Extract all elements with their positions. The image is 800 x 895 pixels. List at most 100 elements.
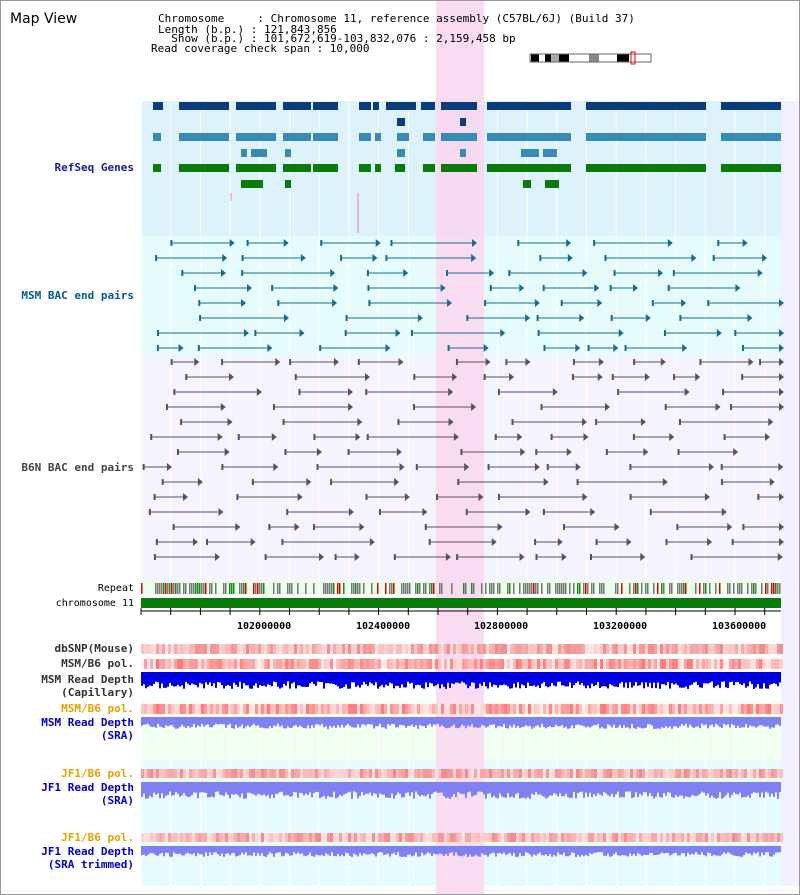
repeat-mark <box>287 583 289 594</box>
depth-bar <box>565 672 567 687</box>
depth-bar <box>347 717 349 724</box>
depth-bar <box>415 782 417 792</box>
depth-bar <box>457 846 459 856</box>
track-label-jf1-b6-pol[interactable]: JF1/B6 pol. <box>61 767 134 780</box>
track-label-jf1-b6-pol-2[interactable]: JF1/B6 pol. <box>61 831 134 844</box>
heat-cell <box>654 833 657 842</box>
depth-bar <box>423 782 425 796</box>
heat-cell <box>477 644 480 654</box>
depth-bar <box>641 846 643 856</box>
heat-cell <box>444 644 447 654</box>
depth-bar <box>343 782 345 795</box>
heat-cell <box>237 704 240 714</box>
depth-bar <box>673 717 675 727</box>
depth-bar <box>421 846 423 853</box>
repeat-mark <box>499 583 501 594</box>
track-label-msm-b6-pol-2[interactable]: MSM/B6 pol. <box>61 702 134 715</box>
heat-cell <box>354 833 357 842</box>
track-label-msm-b6-pol[interactable]: MSM/B6 pol. <box>61 657 134 670</box>
depth-bar <box>221 672 223 686</box>
depth-bar <box>467 846 469 857</box>
heat-cell <box>213 644 216 654</box>
heat-cell <box>396 704 399 714</box>
heat-cell <box>342 704 345 714</box>
heat-cell <box>339 704 342 714</box>
repeat-mark <box>425 583 427 594</box>
track-label-b6n-bac[interactable]: B6N BAC end pairs <box>21 461 134 474</box>
track-label-msm-depth-sra[interactable]: MSM Read Depth <box>41 716 134 729</box>
repeat-mark <box>561 583 563 594</box>
heat-cell <box>693 833 696 842</box>
depth-bar <box>309 717 311 729</box>
depth-bar <box>527 672 529 683</box>
depth-bar <box>345 717 347 726</box>
heat-cell <box>504 644 507 654</box>
depth-bar <box>731 846 733 855</box>
depth-bar <box>367 672 369 686</box>
heat-cell <box>762 644 765 654</box>
msm-bac-pair-end <box>466 315 469 321</box>
track-label-msm-bac[interactable]: MSM BAC end pairs <box>21 289 134 302</box>
depth-bar <box>297 672 299 686</box>
heat-cell <box>360 833 363 842</box>
track-label-msm-depth-cap[interactable]: MSM Read Depth <box>41 673 134 686</box>
heat-cell <box>327 659 330 669</box>
depth-bar <box>305 672 307 687</box>
b6n-bac-pair-arrow <box>452 373 458 381</box>
repeat-mark <box>291 583 293 594</box>
depth-bar <box>465 717 467 729</box>
repeat-mark <box>419 583 421 594</box>
depth-bar <box>433 672 435 687</box>
b6n-bac-pair-end <box>757 494 760 500</box>
heat-cell <box>237 833 240 842</box>
b6n-bac-pair-arrow <box>626 538 632 546</box>
depth-bar <box>221 717 223 725</box>
depth-bar <box>181 846 183 856</box>
heat-cell <box>156 659 159 669</box>
msm-bac-pair-end <box>367 285 370 291</box>
depth-bar <box>171 717 173 726</box>
depth-bar <box>369 672 371 683</box>
heat-cell <box>366 644 369 654</box>
repeat-mark <box>423 583 425 594</box>
b6n-bac-pair-end <box>605 449 608 455</box>
heat-cell <box>678 833 681 842</box>
heat-cell <box>618 833 621 842</box>
repeat-mark <box>415 583 417 594</box>
heat-cell <box>354 704 357 714</box>
b6n-bac-pair-arrow <box>684 388 690 396</box>
b6n-bac-pair-arrow <box>485 358 491 366</box>
depth-bar <box>603 672 605 687</box>
heat-cell <box>435 833 438 842</box>
depth-bar <box>285 672 287 686</box>
depth-bar <box>655 717 657 729</box>
heat-cell <box>672 644 675 654</box>
depth-bar <box>147 782 149 799</box>
b6n-bac-pair-arrow <box>509 373 515 381</box>
repeat-mark <box>677 583 679 594</box>
depth-bar <box>239 717 241 727</box>
heat-cell <box>390 769 393 778</box>
depth-bar <box>633 846 635 854</box>
heat-cell <box>249 833 252 842</box>
depth-bar <box>627 672 629 689</box>
depth-bar <box>493 846 495 853</box>
depth-bar <box>641 717 643 729</box>
heat-cell <box>405 704 408 714</box>
depth-bar <box>527 717 529 727</box>
heat-cell <box>657 704 660 714</box>
depth-bar <box>343 672 345 687</box>
coverage-info: Read coverage check span : 10,000 <box>151 42 370 55</box>
msm-bac-pair-arrow <box>681 299 687 307</box>
heat-cell <box>345 704 348 714</box>
depth-bar <box>199 846 201 855</box>
track-label-jf1-depth-trim[interactable]: JF1 Read Depth <box>41 845 134 858</box>
gene-exon <box>251 149 267 157</box>
track-label-refseq[interactable]: RefSeq Genes <box>54 161 134 174</box>
track-label-jf1-depth-sra[interactable]: JF1 Read Depth <box>41 781 134 794</box>
heat-cell <box>294 644 297 654</box>
msm-bac-pair-end <box>277 300 280 306</box>
depth-bar <box>161 672 163 684</box>
track-label-dbsnp[interactable]: dbSNP(Mouse) <box>54 642 134 655</box>
